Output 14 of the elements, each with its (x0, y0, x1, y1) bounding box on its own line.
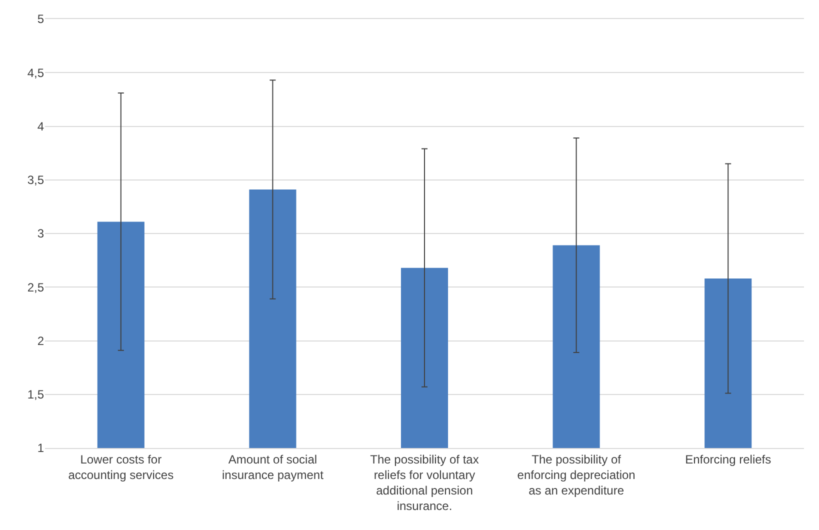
x-tick-label: Enforcing reliefs (685, 452, 772, 466)
y-tick-label: 4,5 (27, 66, 44, 80)
y-tick-label: 2 (37, 334, 44, 348)
x-tick-label: Amount of social insurance payment (222, 452, 324, 482)
y-tick-label: 5 (37, 12, 44, 26)
y-tick-label: 3,5 (27, 173, 44, 188)
x-tick-label: The possibility of enforcing depreciation as an expenditure (517, 452, 636, 498)
y-tick-label: 1,5 (27, 388, 44, 402)
y-tick-label: 3 (37, 226, 44, 241)
x-tick-label: Lower costs for accounting services (68, 452, 174, 482)
y-tick-label: 1 (37, 441, 44, 456)
y-tick-label: 2,5 (27, 280, 44, 294)
y-tick-label: 4 (37, 119, 44, 134)
x-tick-label: The possibility of tax reliefs for voluntary additional pension insurance. (370, 452, 479, 514)
